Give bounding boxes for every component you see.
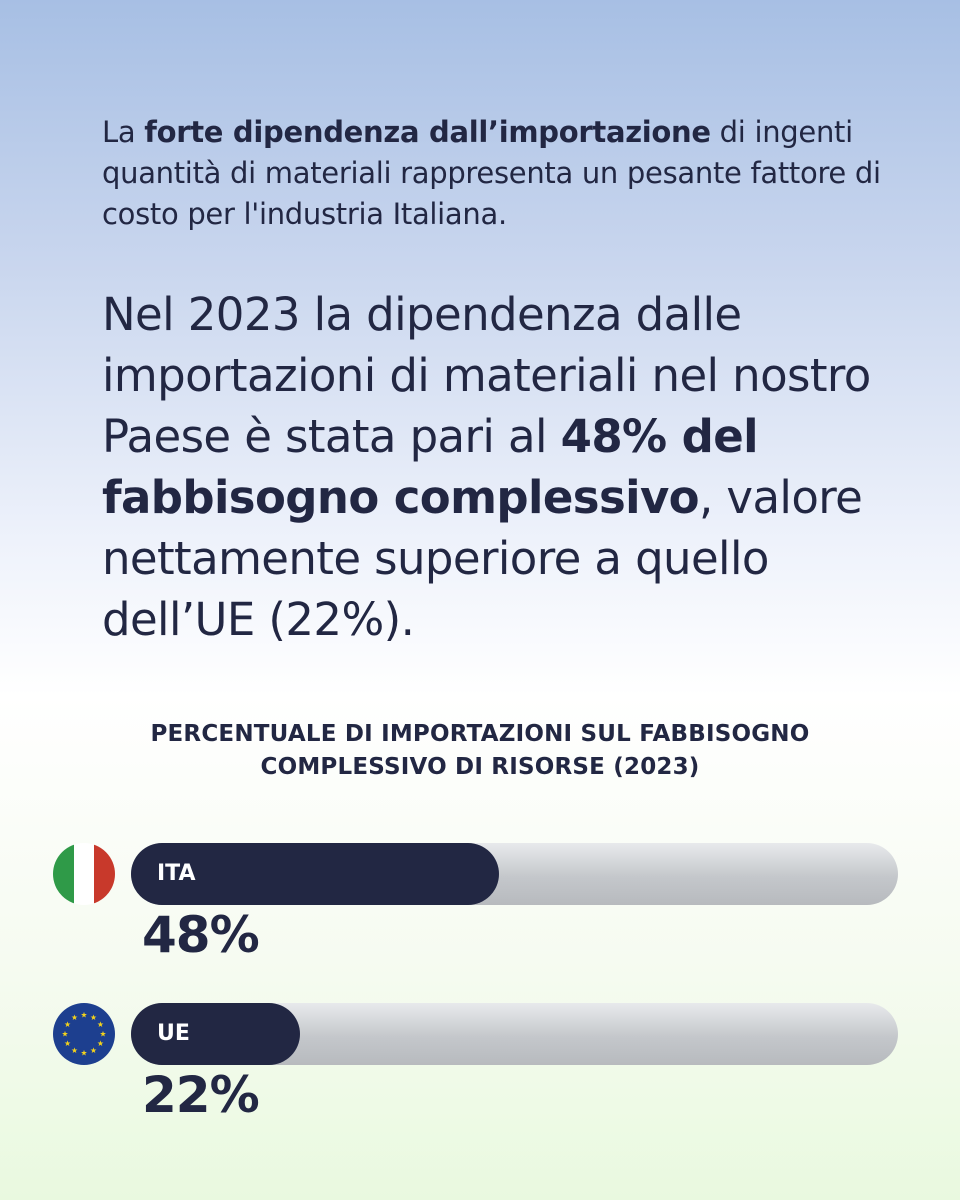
eu-star-icon bbox=[62, 1030, 68, 1037]
bar-track-ita: ITA bbox=[131, 843, 898, 905]
value-label-ue: 22% bbox=[142, 1066, 260, 1124]
intro-paragraph: La forte dipendenza dall’importazione di… bbox=[102, 112, 902, 235]
lead-paragraph: Nel 2023 la dipendenza dalle importazion… bbox=[102, 284, 922, 650]
bar-label-ue: UE bbox=[157, 1021, 190, 1046]
bar-fill-ue: UE bbox=[131, 1003, 300, 1065]
eu-star-icon bbox=[71, 1014, 78, 1021]
eu-star-icon bbox=[64, 1021, 71, 1028]
eu-star-icon bbox=[64, 1040, 71, 1047]
bar-label-ita: ITA bbox=[157, 861, 196, 886]
bar-fill-ita: ITA bbox=[131, 843, 499, 905]
lead-text-bold: 48% del fabbisogno complessivo bbox=[102, 410, 759, 524]
lead-text-prefix: Nel 2023 la dipendenza dalle importazion… bbox=[102, 288, 871, 463]
eu-star-icon bbox=[97, 1040, 104, 1047]
eu-star-icon bbox=[81, 1049, 87, 1056]
intro-text-suffix: di ingenti quantità di materiali rappres… bbox=[102, 115, 881, 231]
eu-star-icon bbox=[97, 1021, 104, 1028]
intro-text-prefix: La bbox=[102, 115, 145, 149]
bar-track-ue: UE bbox=[131, 1003, 898, 1065]
value-label-ita: 48% bbox=[142, 906, 260, 964]
eu-star-icon bbox=[71, 1047, 78, 1053]
eu-star-icon bbox=[100, 1030, 106, 1037]
eu-star-icon bbox=[90, 1047, 97, 1053]
eu-star-icon bbox=[81, 1011, 87, 1018]
italy-flag-icon bbox=[53, 843, 115, 905]
chart-title: PERCENTUALE DI IMPORTAZIONI SUL FABBISOG… bbox=[150, 721, 810, 780]
intro-text-bold: forte dipendenza dall’importazione bbox=[144, 115, 711, 149]
eu-star-icon bbox=[90, 1014, 97, 1021]
lead-text-suffix: , valore nettamente superiore a quello d… bbox=[102, 471, 863, 646]
eu-flag-icon bbox=[53, 1003, 115, 1065]
